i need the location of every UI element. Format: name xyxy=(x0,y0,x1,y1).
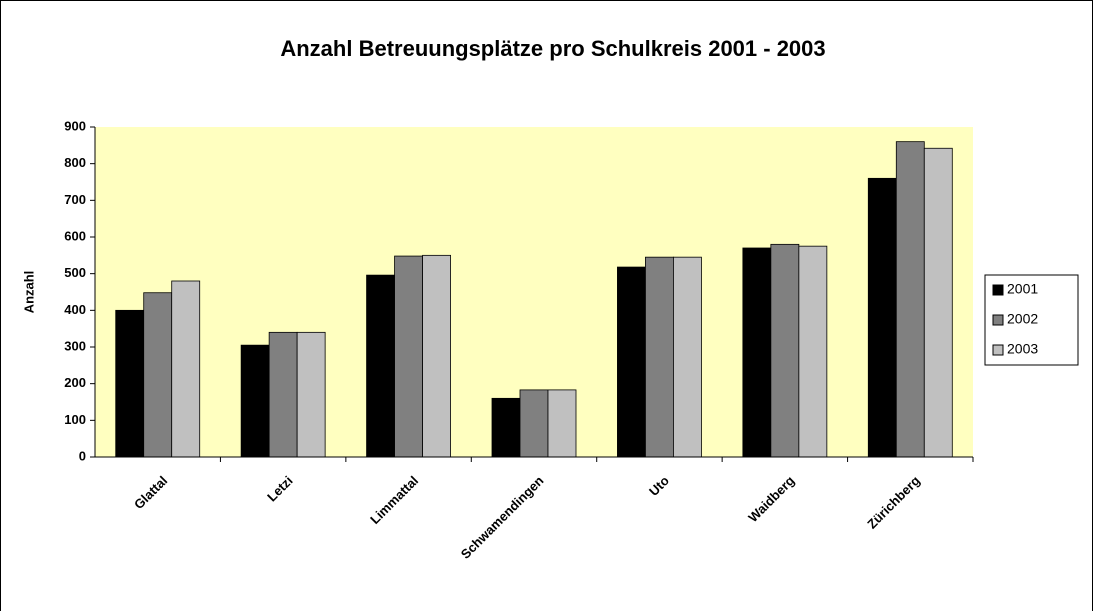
y-tick-label: 300 xyxy=(64,338,86,353)
bar xyxy=(491,397,521,458)
bar xyxy=(115,309,145,458)
y-axis-label: Anzahl xyxy=(21,271,36,314)
bar xyxy=(742,247,772,458)
bar xyxy=(143,292,173,458)
bar xyxy=(895,141,925,458)
bar xyxy=(268,331,298,458)
bar xyxy=(519,389,549,458)
legend-swatch xyxy=(992,344,1004,356)
bar xyxy=(240,344,270,458)
legend-label: 2003 xyxy=(1007,341,1038,357)
bar xyxy=(645,256,674,458)
y-tick-label: 700 xyxy=(64,192,86,207)
y-tick-label: 0 xyxy=(79,448,86,463)
y-tick-label: 800 xyxy=(64,155,86,170)
y-tick-label: 900 xyxy=(64,118,86,133)
y-tick-label: 600 xyxy=(64,228,86,243)
bar xyxy=(617,266,646,458)
bar xyxy=(798,245,828,458)
bar xyxy=(867,177,897,458)
bar xyxy=(923,147,953,458)
legend-swatch xyxy=(992,284,1004,296)
legend-label: 2002 xyxy=(1007,311,1038,327)
bar xyxy=(770,243,800,458)
bar xyxy=(296,331,326,458)
y-tick-label: 400 xyxy=(64,302,86,317)
y-tick-label: 200 xyxy=(64,375,86,390)
legend-swatch xyxy=(992,314,1004,326)
bar xyxy=(422,254,451,458)
y-tick-label: 500 xyxy=(64,265,86,280)
chart-title: Anzahl Betreuungsplätze pro Schulkreis 2… xyxy=(280,36,825,61)
legend-label: 2001 xyxy=(1007,281,1038,297)
bar xyxy=(673,256,702,458)
bar xyxy=(547,389,577,458)
bar xyxy=(171,280,201,458)
bar xyxy=(366,274,395,458)
y-tick-label: 100 xyxy=(64,412,86,427)
bar xyxy=(394,255,423,458)
